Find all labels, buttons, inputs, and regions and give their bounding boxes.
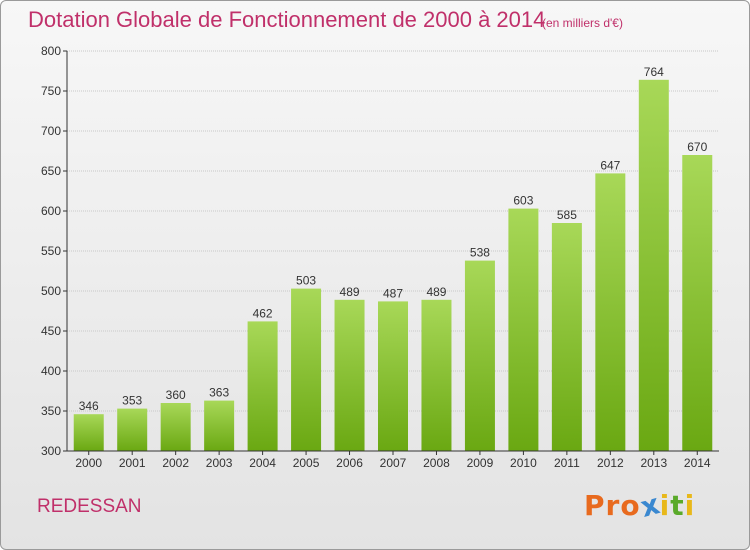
bar [508, 208, 539, 451]
x-tick-label: 2012 [597, 456, 624, 470]
logo-letter: P [584, 489, 606, 522]
bar [638, 79, 669, 452]
x-tick-label: 2002 [162, 456, 189, 470]
x-tick-label: 2010 [510, 456, 537, 470]
x-tick-label: 2006 [336, 456, 363, 470]
logo-letter: i [659, 489, 671, 522]
bar [595, 173, 626, 451]
x-tick-label: 2011 [554, 456, 580, 470]
bar [291, 288, 322, 451]
bar [682, 155, 713, 451]
y-tick-label: 300 [41, 444, 61, 458]
x-tick-label: 2004 [249, 456, 276, 470]
x-tick-label: 2003 [206, 456, 233, 470]
data-label: 489 [340, 285, 360, 299]
logo-letter: r [605, 489, 621, 522]
data-label: 360 [166, 388, 186, 402]
data-label: 487 [383, 286, 403, 300]
y-tick-label: 750 [41, 84, 61, 98]
x-tick-label: 2008 [423, 456, 450, 470]
bar [464, 260, 495, 451]
bars: 346 353 360 363 462 503 489 487 489 538 603 585 647 7… [73, 65, 713, 452]
bar [117, 408, 148, 451]
logo-letter: t [670, 489, 685, 522]
y-tick-label: 350 [41, 404, 61, 418]
data-label: 764 [644, 65, 664, 79]
data-label: 647 [600, 158, 620, 172]
data-label: 603 [513, 194, 533, 208]
data-label: 462 [253, 306, 273, 320]
x-tick-label: 2000 [75, 456, 102, 470]
y-tick-label: 400 [41, 364, 61, 378]
x-tick-label: 2014 [684, 456, 711, 470]
data-label: 353 [122, 394, 142, 408]
bar [334, 299, 365, 451]
data-label: 346 [79, 399, 99, 413]
bar [378, 301, 408, 451]
logo-letter: i [684, 489, 696, 522]
bar [204, 400, 235, 451]
y-tick-label: 650 [41, 164, 61, 178]
logo-letter: o [620, 489, 641, 522]
y-tick-label: 700 [41, 124, 61, 138]
data-label: 670 [687, 140, 707, 154]
y-tick-label: 500 [41, 284, 61, 298]
axes: 300 350 400 450 500 550 600 650 700 750 800 2000 200… [41, 44, 719, 470]
x-tick-label: 2001 [119, 456, 146, 470]
proxiti-logo[interactable]: Proxiti [584, 487, 696, 524]
bar [160, 403, 191, 451]
bar [421, 299, 452, 451]
data-label: 538 [470, 246, 490, 260]
chart-title: Dotation Globale de Fonctionnement de 20… [28, 7, 546, 32]
commune-name: REDESSAN [37, 496, 142, 517]
bar [247, 321, 278, 451]
data-label: 503 [296, 274, 316, 288]
data-label: 489 [426, 285, 446, 299]
y-tick-label: 800 [41, 44, 61, 58]
data-label: 363 [209, 386, 229, 400]
y-tick-label: 550 [41, 244, 61, 258]
chart-subtitle: (en milliers d'€) [542, 16, 623, 30]
x-tick-label: 2013 [640, 456, 667, 470]
bar [551, 223, 582, 451]
x-tick-label: 2007 [380, 456, 407, 470]
y-tick-label: 600 [41, 204, 61, 218]
bar [73, 414, 104, 451]
x-tick-label: 2005 [293, 456, 320, 470]
data-label: 585 [557, 208, 577, 222]
y-tick-label: 450 [41, 324, 61, 338]
x-tick-label: 2009 [467, 456, 494, 470]
